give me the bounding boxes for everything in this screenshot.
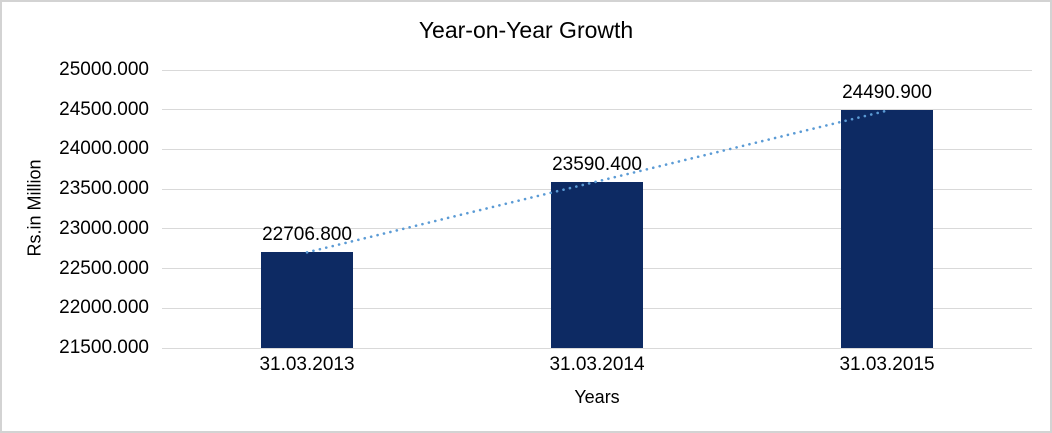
y-tick-label: 22000.000 bbox=[59, 297, 149, 319]
y-tick-label: 22500.000 bbox=[59, 257, 149, 279]
gridline bbox=[162, 347, 1032, 349]
x-axis-title: Years bbox=[574, 387, 620, 407]
x-tick-label: 31.03.2015 bbox=[839, 354, 935, 375]
y-tick-label: 21500.000 bbox=[59, 337, 149, 358]
y-tick-label: 25000.000 bbox=[59, 59, 149, 80]
x-tick-label: 31.03.2014 bbox=[549, 354, 645, 375]
y-tick-label: 23000.000 bbox=[59, 217, 149, 239]
bar bbox=[841, 110, 933, 348]
bar bbox=[261, 252, 353, 348]
chart-title: Year-on-Year Growth bbox=[418, 17, 634, 43]
x-tick-label: 31.03.2013 bbox=[259, 354, 355, 375]
y-tick-label: 24000.000 bbox=[59, 138, 149, 160]
y-tick-label: 24500.000 bbox=[59, 98, 149, 120]
bar-value-label: 22706.800 bbox=[262, 224, 352, 246]
gridline bbox=[162, 69, 1032, 71]
bar-value-label: 23590.400 bbox=[552, 153, 642, 175]
y-tick-label: 23500.000 bbox=[59, 178, 149, 200]
bar-value-label: 24490.900 bbox=[842, 82, 932, 104]
bar bbox=[551, 181, 643, 348]
